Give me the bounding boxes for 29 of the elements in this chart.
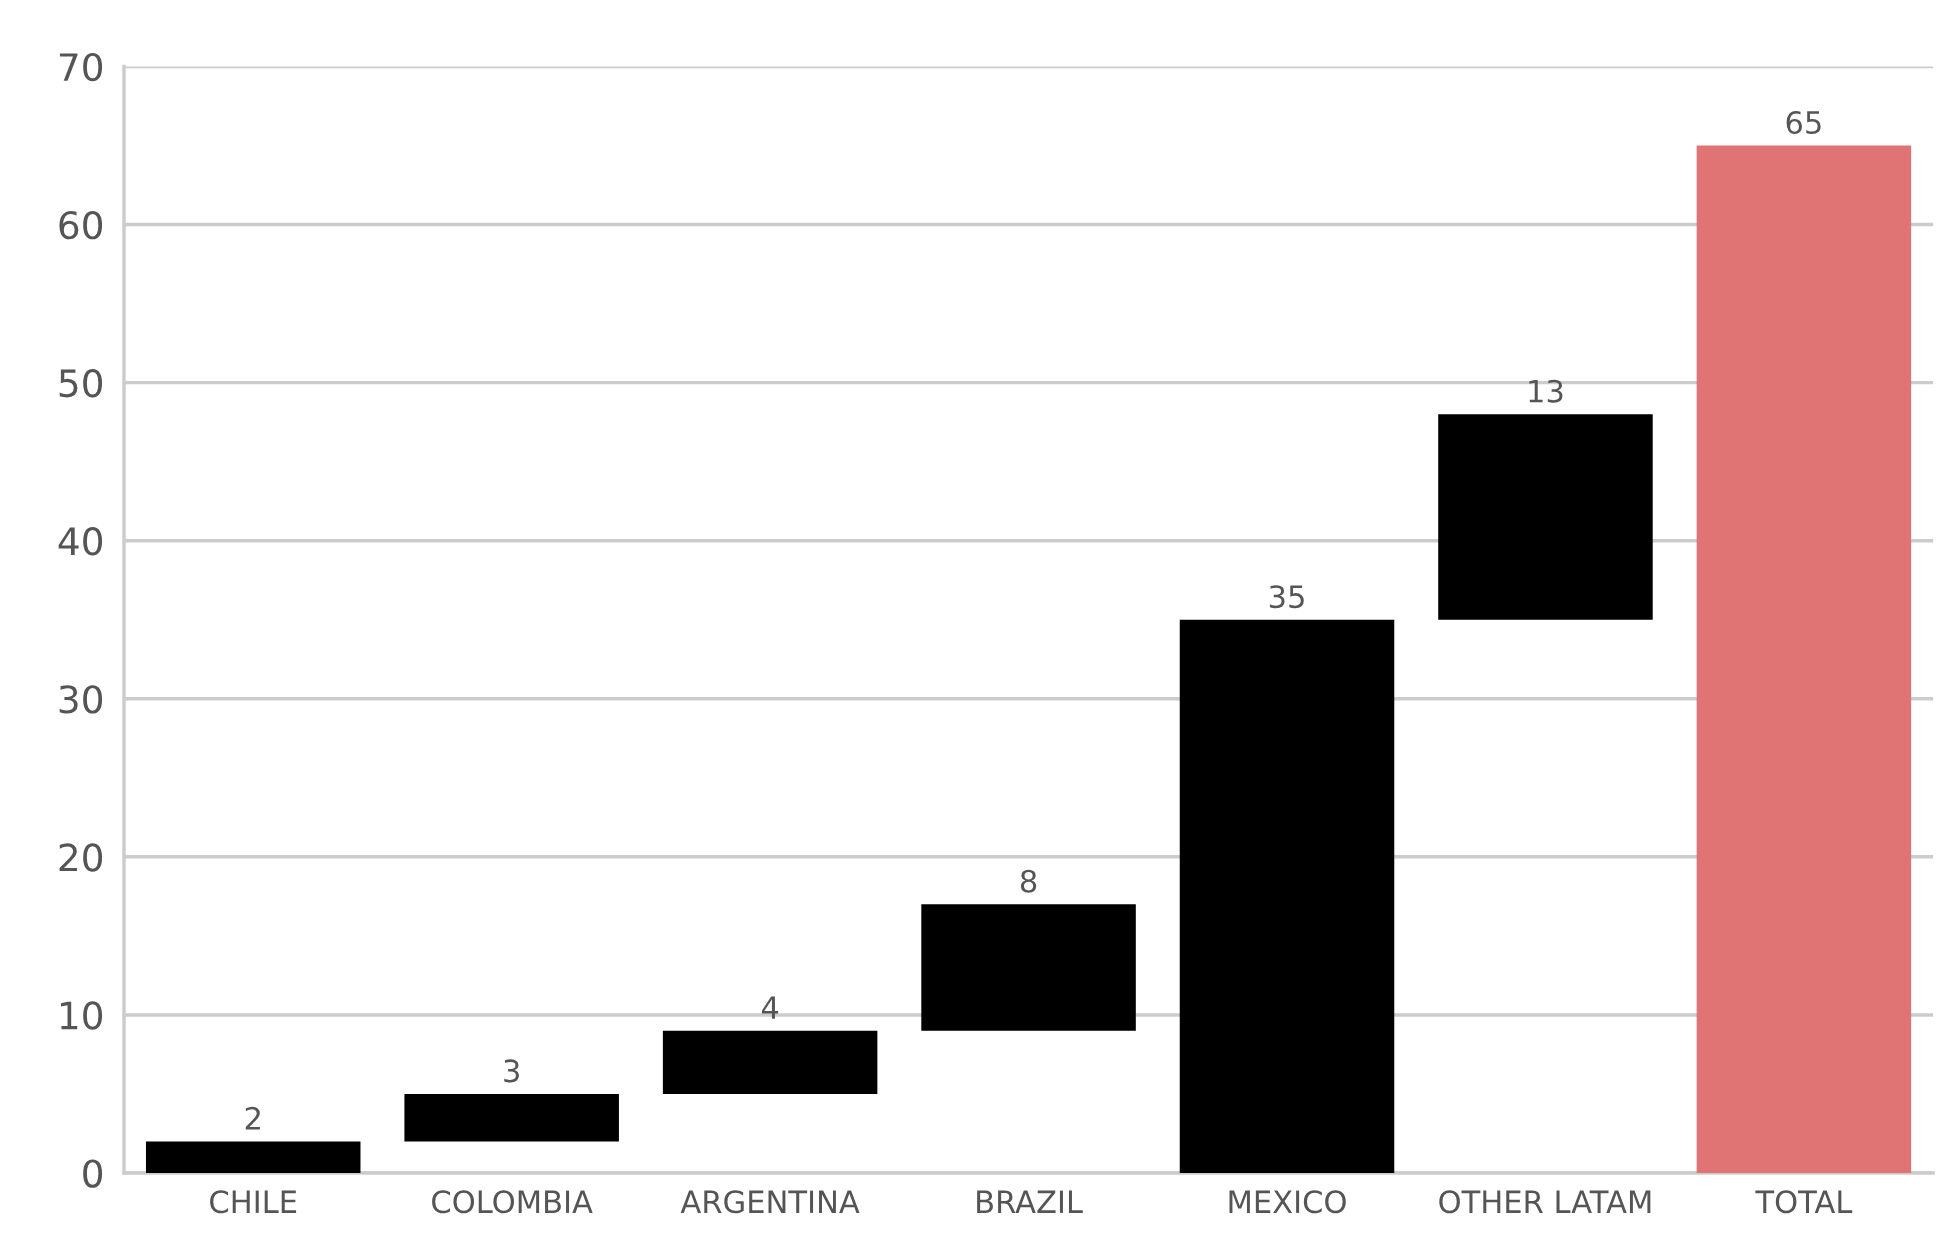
bar — [404, 1093, 619, 1142]
data-label: 8 — [1020, 869, 1037, 893]
data-label: 35 — [1269, 585, 1304, 609]
x-tick-label: TOTAL — [1755, 1190, 1853, 1214]
data-label: 4 — [761, 996, 779, 1019]
bar — [1438, 414, 1653, 620]
y-tick-label: 70 — [59, 52, 103, 82]
bar — [921, 904, 1136, 1031]
x-tick-label: ARGENTINA — [680, 1190, 860, 1214]
y-tick-label: 60 — [59, 210, 103, 240]
y-tick-label: 30 — [59, 685, 103, 714]
data-label: 3 — [504, 1059, 519, 1083]
bar — [662, 1030, 878, 1094]
data-label: 2 — [245, 1106, 260, 1130]
y-tick-label: 50 — [59, 369, 103, 398]
x-tick-label: BRAZIL — [977, 1190, 1083, 1213]
y-tick-label: 0 — [83, 1159, 103, 1188]
data-label: 13 — [1529, 379, 1563, 403]
x-tick-label: MEXICO — [1229, 1190, 1346, 1214]
bar — [1696, 145, 1912, 1173]
x-tick-label: OTHER LATAM — [1439, 1190, 1651, 1214]
data-label: 65 — [1786, 110, 1821, 135]
y-tick-label: 20 — [59, 843, 103, 872]
bar — [145, 1141, 361, 1173]
bar — [1179, 619, 1395, 1173]
x-tick-label: CHILE — [210, 1190, 297, 1214]
y-tick-label: 10 — [60, 1001, 103, 1030]
x-tick-label: COLOMBIA — [432, 1190, 593, 1214]
y-tick-label: 40 — [58, 527, 103, 556]
